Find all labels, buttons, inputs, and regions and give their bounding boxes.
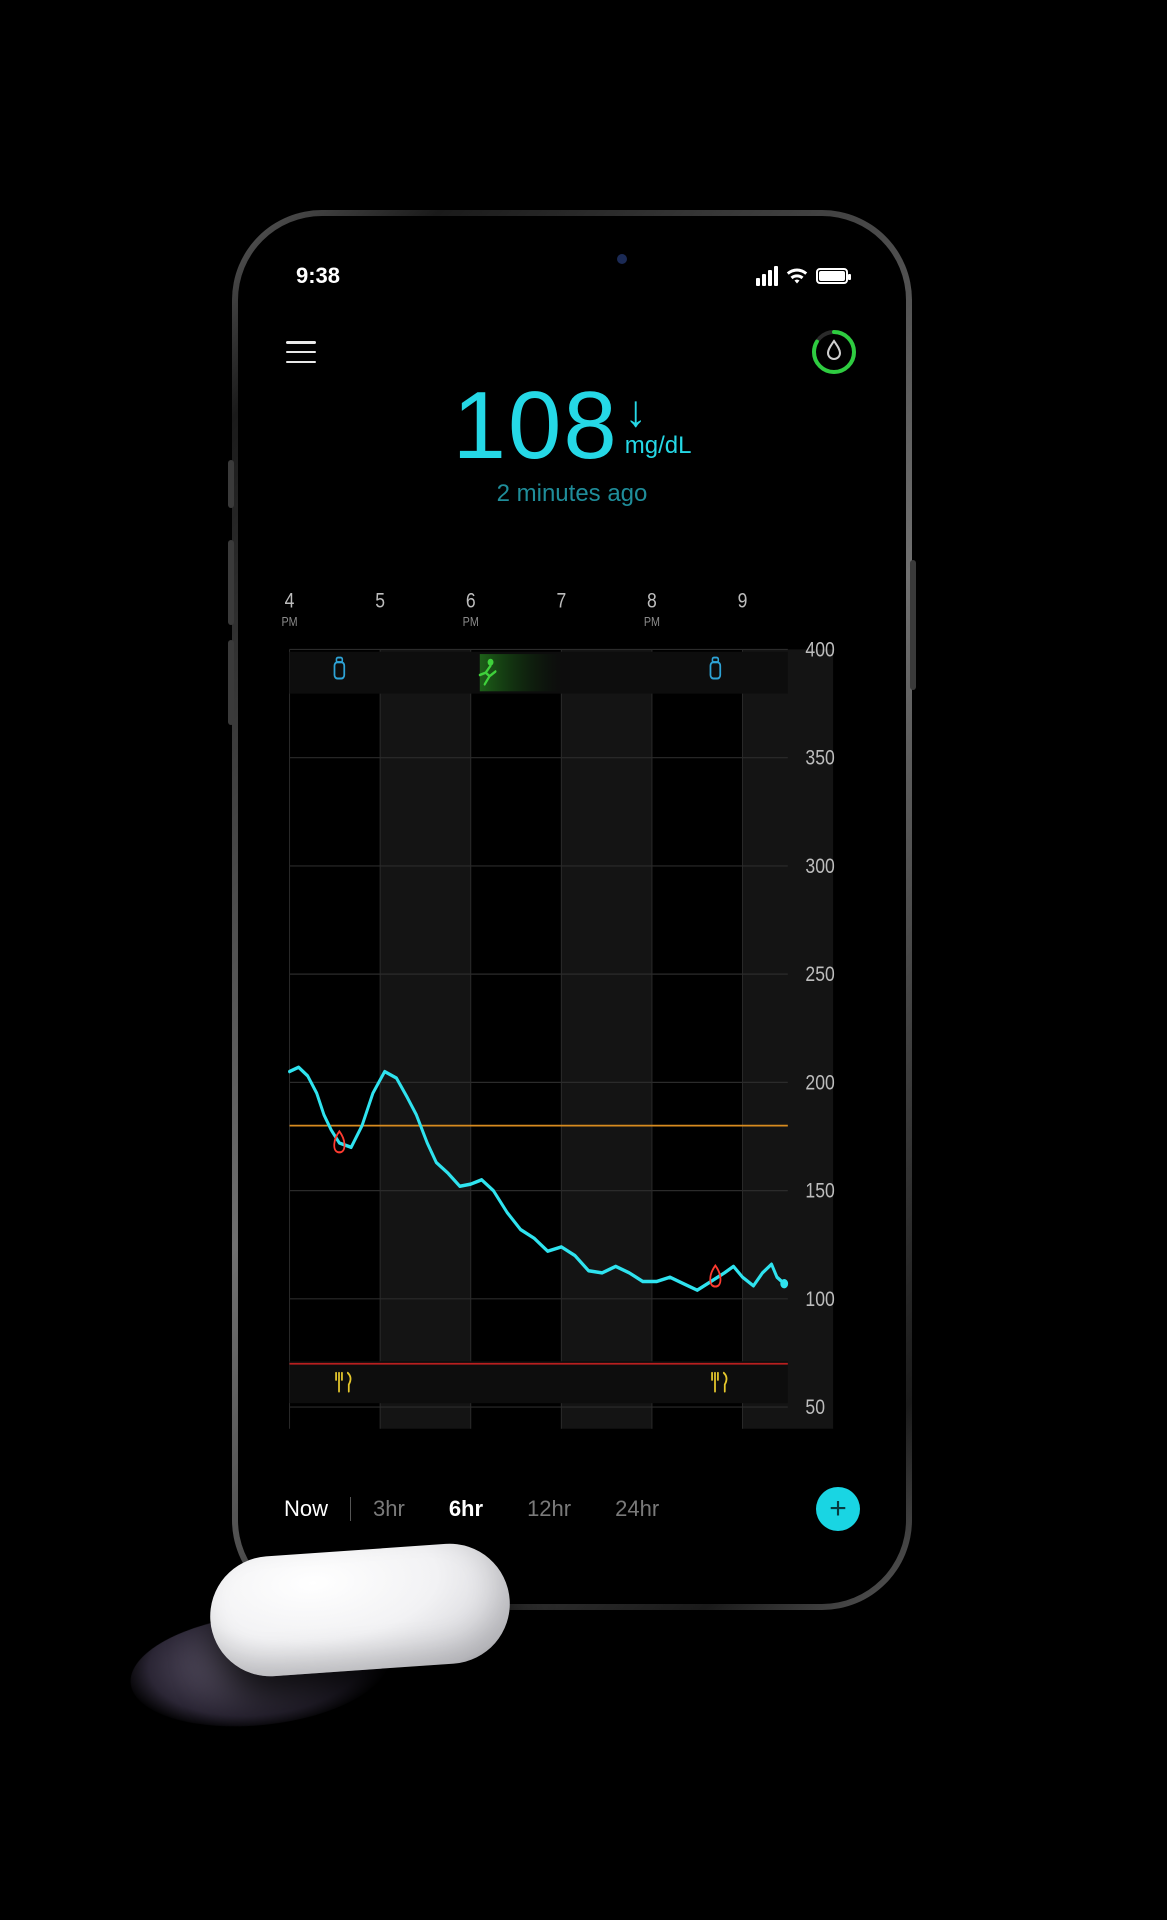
svg-text:PM: PM [644,614,660,629]
sensor-status-icon[interactable] [810,328,858,376]
svg-text:100: 100 [805,1289,834,1312]
glucose-chart[interactable]: 501001502002503003504004PM56PM78PM9 [270,568,866,1452]
volume-up-button[interactable] [228,540,234,625]
range-12hr[interactable]: 12hr [527,1496,571,1522]
glucose-unit: mg/dL [625,432,692,460]
power-button[interactable] [910,560,916,690]
svg-text:250: 250 [805,964,834,987]
cellular-icon [756,266,778,286]
sensor-device [130,1540,530,1740]
divider [350,1497,351,1521]
svg-text:4: 4 [285,590,295,613]
svg-text:6: 6 [466,590,476,613]
range-3hr[interactable]: 3hr [373,1496,405,1522]
clock: 9:38 [296,263,340,289]
svg-text:8: 8 [647,590,657,613]
menu-button[interactable] [286,341,316,363]
svg-text:5: 5 [375,590,385,613]
status-bar: 9:38 [260,256,884,296]
mute-switch[interactable] [228,460,234,508]
svg-text:PM: PM [281,614,297,629]
svg-text:300: 300 [805,856,834,879]
trend-arrow-icon: ↓ [625,390,647,434]
screen: 9:38 [260,238,884,1582]
battery-icon [816,268,848,284]
svg-text:400: 400 [805,639,834,662]
wifi-icon [786,268,808,284]
svg-text:50: 50 [805,1397,825,1420]
now-button[interactable]: Now [284,1496,328,1522]
svg-text:7: 7 [556,590,566,613]
svg-text:350: 350 [805,747,834,770]
glucose-value: 108 [453,378,619,474]
reading-timestamp: 2 minutes ago [260,480,884,508]
svg-text:9: 9 [738,590,748,613]
svg-text:PM: PM [463,614,479,629]
volume-down-button[interactable] [228,640,234,725]
glucose-reading: 108 ↓ mg/dL 2 minutes ago [260,378,884,508]
range-24hr[interactable]: 24hr [615,1496,659,1522]
phone-frame: 9:38 [232,210,912,1610]
range-controls: Now 3hr 6hr 12hr 24hr + [284,1484,860,1534]
svg-text:150: 150 [805,1180,834,1203]
add-event-button[interactable]: + [816,1487,860,1531]
range-6hr[interactable]: 6hr [449,1496,483,1522]
svg-text:200: 200 [805,1072,834,1095]
